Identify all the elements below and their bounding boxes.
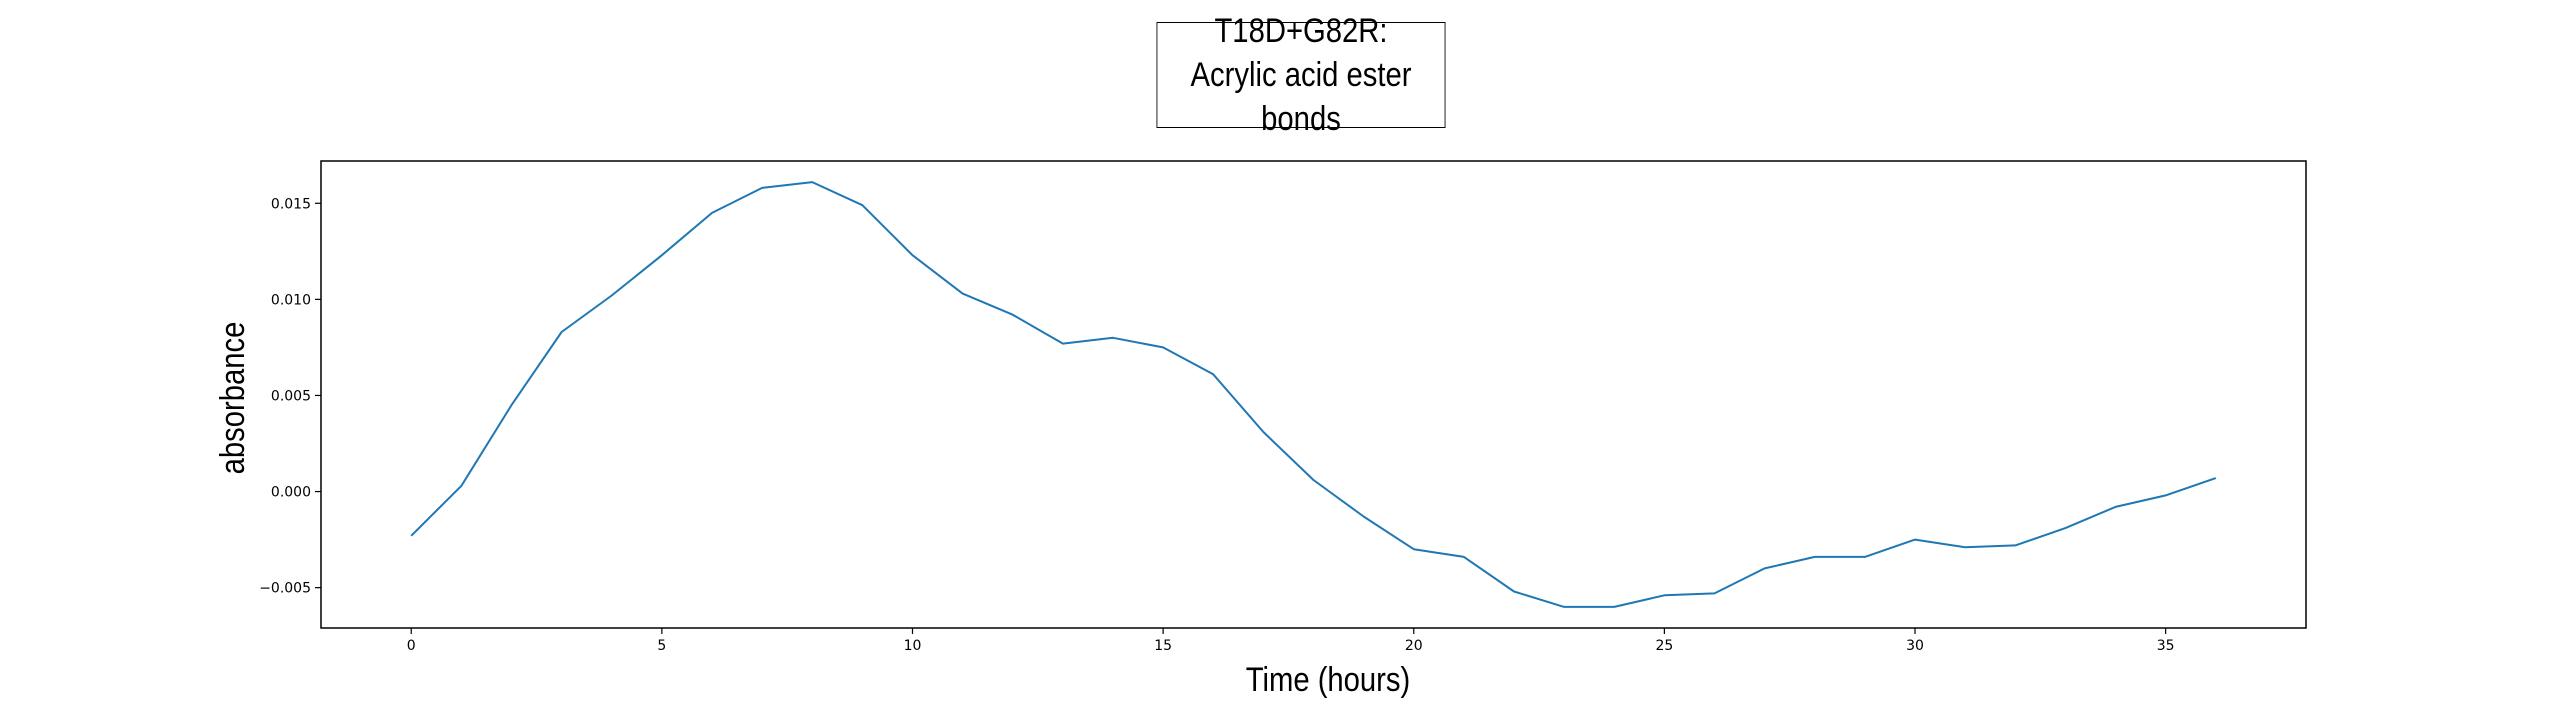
- y-tick-label: 0.000: [271, 485, 311, 501]
- x-tick-label: 5: [657, 638, 666, 654]
- x-axis-label: Time (hours): [1246, 660, 1411, 699]
- y-tick-label: 0.005: [271, 388, 311, 404]
- x-tick-label: 10: [904, 638, 922, 654]
- ticks-layer: 0 5 10 15 20 25 30 35 −0.005 0.000 0.005 0.010 0.015: [259, 196, 2174, 654]
- x-tick-label: 30: [1906, 638, 1924, 654]
- y-tick-label: 0.010: [271, 292, 311, 308]
- chart-title: T18D+G82R: Acrylic acid ester bonds: [1156, 12, 1446, 138]
- series-layer: [410, 181, 2217, 608]
- series-line: [410, 181, 2217, 608]
- x-tick-label: 25: [1655, 638, 1673, 654]
- chart-title-line-1: T18D+G82R:: [1214, 11, 1388, 50]
- y-tick-label: −0.005: [259, 581, 311, 597]
- x-tick-label: 0: [407, 638, 416, 654]
- x-tick-label: 20: [1405, 638, 1423, 654]
- x-tick-label: 35: [2157, 638, 2175, 654]
- plot-frame: [320, 160, 2307, 629]
- y-tick-label: 0.015: [271, 196, 311, 212]
- y-axis-label: absorbance: [213, 322, 252, 475]
- chart-title-line-2: Acrylic acid ester bonds: [1190, 55, 1412, 139]
- x-tick-label: 15: [1154, 638, 1172, 654]
